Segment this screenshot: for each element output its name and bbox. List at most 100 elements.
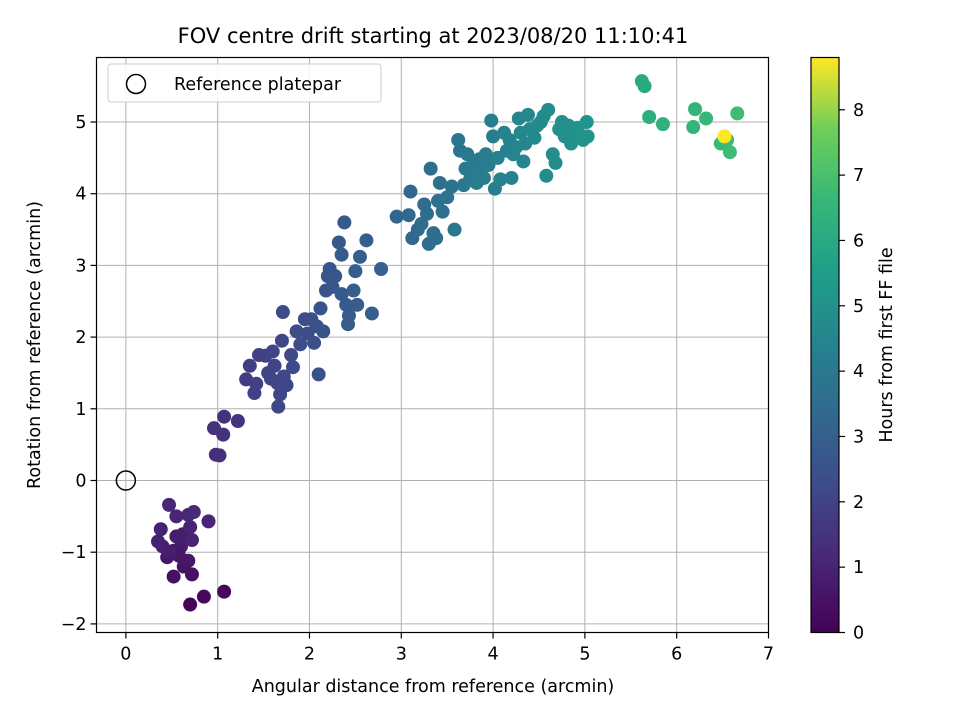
legend: Reference platepar bbox=[107, 63, 382, 103]
data-point bbox=[196, 589, 211, 604]
data-point bbox=[717, 129, 732, 144]
colorbar-tick-label: 3 bbox=[853, 427, 864, 447]
data-point bbox=[186, 505, 201, 520]
colorbar-tick-label: 6 bbox=[853, 231, 864, 251]
data-point bbox=[516, 154, 531, 169]
x-axis-label: Angular distance from reference (arcmin) bbox=[252, 677, 615, 697]
x-axis-ticks: 0 1 2 3 4 5 6 7 bbox=[120, 632, 774, 665]
data-point bbox=[520, 107, 535, 122]
chart-title: FOV centre drift starting at 2023/08/20 … bbox=[178, 24, 689, 48]
data-point bbox=[429, 231, 444, 246]
reference-marker bbox=[115, 470, 137, 491]
colorbar-label: Hours from first FF file bbox=[877, 247, 897, 442]
data-point bbox=[279, 378, 294, 393]
data-point bbox=[346, 283, 361, 298]
data-points bbox=[151, 74, 745, 612]
data-point bbox=[212, 448, 227, 463]
data-point bbox=[217, 584, 232, 599]
colorbar-tick-label: 2 bbox=[853, 493, 864, 513]
data-point bbox=[419, 206, 434, 221]
colorbar-tick-label: 7 bbox=[853, 166, 864, 186]
data-point bbox=[527, 130, 542, 145]
y-tick-label: 5 bbox=[75, 113, 86, 133]
y-tick-label: 4 bbox=[75, 185, 86, 205]
data-point bbox=[476, 170, 491, 185]
data-point bbox=[307, 335, 322, 350]
data-point bbox=[339, 297, 354, 312]
colorbar-tick-label: 4 bbox=[853, 362, 864, 382]
x-tick-label: 4 bbox=[488, 645, 499, 665]
plot-frame bbox=[95, 56, 770, 634]
data-point bbox=[364, 306, 379, 321]
y-tick-label: −1 bbox=[61, 543, 87, 563]
colorbar bbox=[810, 56, 840, 634]
y-tick-label: −2 bbox=[61, 615, 87, 635]
data-point bbox=[447, 222, 462, 237]
colorbar-tick-label: 0 bbox=[853, 624, 864, 644]
data-point bbox=[274, 333, 289, 348]
y-axis-label: Rotation from reference (arcmin) bbox=[25, 201, 45, 489]
data-point bbox=[579, 115, 594, 130]
data-point bbox=[169, 509, 184, 524]
y-axis-ticks: −2 −1 0 1 2 3 4 5 bbox=[61, 113, 97, 635]
colorbar-tick-label: 8 bbox=[853, 101, 864, 121]
data-point bbox=[284, 348, 299, 363]
data-point bbox=[440, 190, 455, 205]
data-point bbox=[162, 497, 177, 512]
data-point bbox=[166, 569, 181, 584]
data-point bbox=[201, 514, 216, 529]
data-point bbox=[423, 161, 438, 176]
data-point bbox=[541, 102, 556, 117]
data-point bbox=[183, 597, 198, 612]
data-point bbox=[183, 520, 198, 535]
data-point bbox=[293, 337, 308, 352]
data-point bbox=[331, 235, 346, 250]
data-point bbox=[334, 247, 349, 262]
data-point bbox=[247, 386, 262, 401]
data-point bbox=[484, 113, 499, 128]
x-tick-label: 2 bbox=[304, 645, 315, 665]
legend-marker bbox=[125, 73, 147, 95]
data-point bbox=[580, 129, 595, 144]
data-point bbox=[374, 262, 389, 277]
data-point bbox=[435, 204, 450, 219]
y-tick-label: 3 bbox=[75, 256, 86, 276]
data-point bbox=[216, 427, 231, 442]
data-point bbox=[350, 297, 365, 312]
data-point bbox=[265, 344, 280, 359]
x-tick-label: 5 bbox=[579, 645, 590, 665]
data-point bbox=[548, 155, 563, 170]
data-point bbox=[217, 409, 232, 424]
data-point bbox=[162, 545, 177, 560]
x-tick-label: 1 bbox=[212, 645, 223, 665]
data-point bbox=[642, 110, 657, 125]
data-point bbox=[341, 317, 356, 332]
data-point bbox=[337, 215, 352, 230]
data-point bbox=[401, 208, 416, 223]
data-point bbox=[478, 147, 493, 162]
y-tick-label: 2 bbox=[75, 328, 86, 348]
data-point bbox=[699, 111, 714, 126]
data-point bbox=[486, 129, 501, 144]
x-tick-label: 3 bbox=[396, 645, 407, 665]
data-point bbox=[352, 249, 367, 264]
data-point bbox=[267, 358, 282, 373]
data-point bbox=[285, 360, 300, 375]
y-tick-label: 1 bbox=[75, 400, 86, 420]
data-point bbox=[444, 179, 459, 194]
data-point bbox=[230, 413, 245, 428]
data-point bbox=[389, 209, 404, 224]
data-point bbox=[722, 145, 737, 160]
data-point bbox=[451, 132, 466, 147]
data-point bbox=[432, 175, 447, 190]
data-point bbox=[153, 522, 168, 537]
data-point bbox=[328, 269, 343, 284]
x-tick-label: 0 bbox=[120, 645, 131, 665]
data-point bbox=[242, 358, 257, 373]
colorbar-ticks: 0 1 2 3 4 5 6 7 8 bbox=[839, 101, 864, 644]
data-point bbox=[348, 264, 363, 279]
data-point bbox=[271, 399, 286, 414]
data-point bbox=[313, 301, 328, 316]
